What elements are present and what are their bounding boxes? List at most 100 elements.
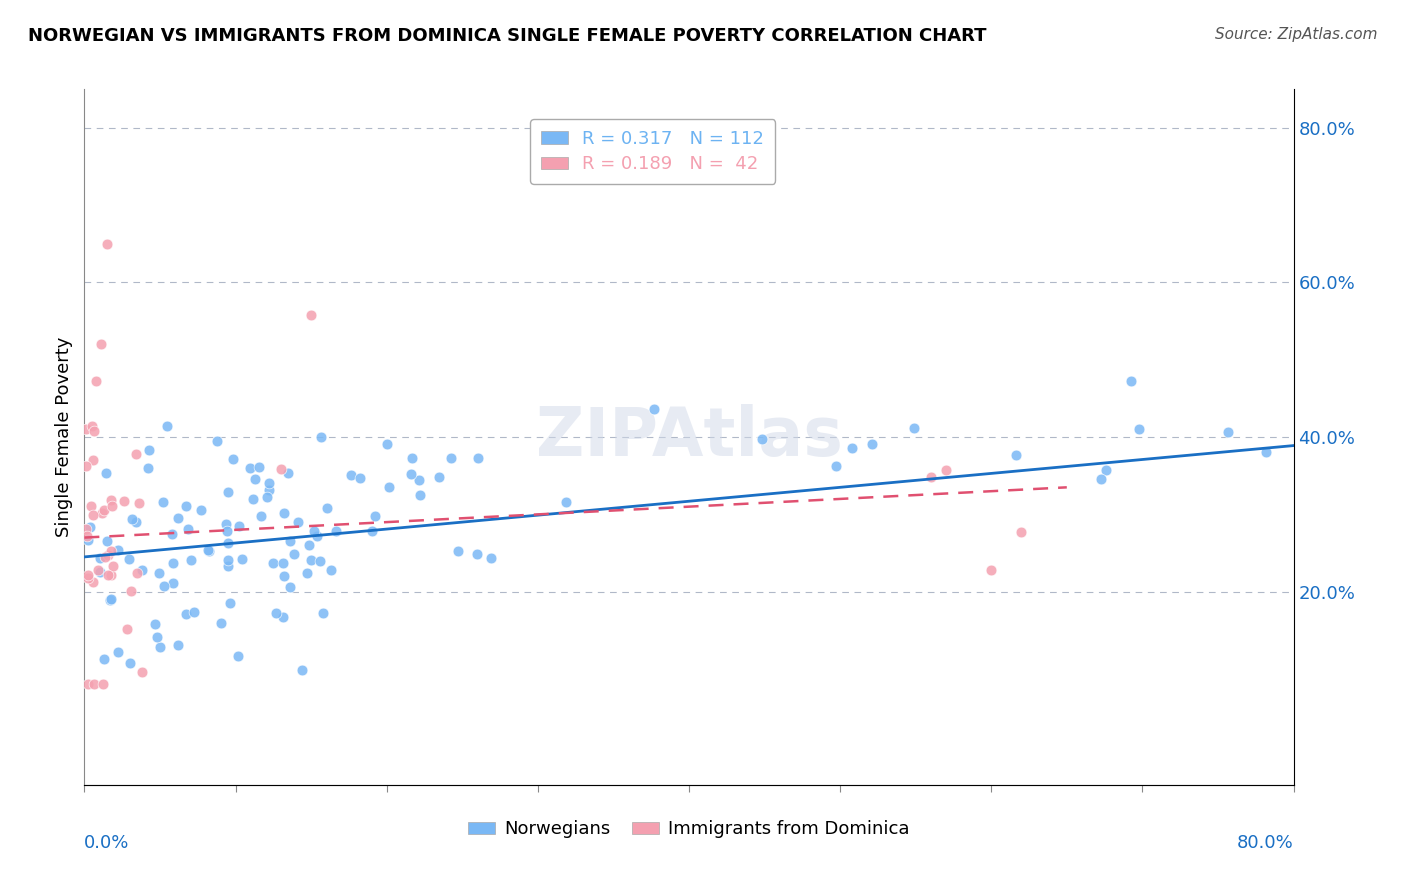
Point xyxy=(554,494,576,508)
Point xyxy=(197,544,219,558)
Point xyxy=(152,495,174,509)
Point xyxy=(1005,448,1028,462)
Point xyxy=(174,607,197,621)
Point xyxy=(90,506,112,520)
Point xyxy=(315,500,337,515)
Point xyxy=(75,422,97,436)
Point xyxy=(247,460,270,475)
Point xyxy=(262,556,284,570)
Point xyxy=(217,558,239,573)
Point xyxy=(209,615,232,630)
Point xyxy=(138,443,160,458)
Point xyxy=(93,502,115,516)
Point xyxy=(231,551,253,566)
Point xyxy=(219,596,242,610)
Point xyxy=(257,483,280,497)
Point xyxy=(239,461,262,475)
Point xyxy=(183,605,205,619)
Point xyxy=(83,424,105,438)
Point xyxy=(283,547,305,561)
Point xyxy=(242,491,264,506)
Point xyxy=(197,543,219,558)
Point xyxy=(264,607,287,621)
Point xyxy=(167,511,190,525)
Point xyxy=(297,566,319,580)
Point xyxy=(217,485,239,500)
Point xyxy=(90,337,112,351)
Point xyxy=(325,524,347,538)
Point xyxy=(76,568,98,582)
Point xyxy=(751,432,773,446)
Point xyxy=(103,559,125,574)
Point xyxy=(643,401,665,416)
Point xyxy=(143,616,166,631)
Point xyxy=(82,418,104,433)
Point xyxy=(77,533,100,548)
Point xyxy=(205,434,228,449)
Point xyxy=(136,460,159,475)
Point xyxy=(364,508,387,523)
Point xyxy=(479,550,502,565)
Point xyxy=(277,466,299,480)
Text: ZIPAtlas: ZIPAtlas xyxy=(536,404,842,470)
Point xyxy=(1094,463,1116,477)
Point xyxy=(76,529,98,543)
Point xyxy=(215,517,238,532)
Point xyxy=(273,506,295,520)
Point xyxy=(190,503,212,517)
Point xyxy=(298,538,321,552)
Point xyxy=(226,648,249,663)
Point xyxy=(131,665,153,679)
Point xyxy=(100,543,122,558)
Point xyxy=(217,536,239,550)
Point xyxy=(162,557,184,571)
Point xyxy=(377,480,399,494)
Point xyxy=(131,563,153,577)
Point xyxy=(75,523,97,537)
Point xyxy=(149,640,172,654)
Point xyxy=(97,568,120,582)
Point xyxy=(83,677,105,691)
Point xyxy=(148,566,170,581)
Point xyxy=(1128,422,1150,436)
Point xyxy=(118,551,141,566)
Point xyxy=(82,508,104,523)
Point xyxy=(935,463,957,477)
Point xyxy=(76,570,98,584)
Point xyxy=(100,492,122,507)
Point xyxy=(82,575,104,590)
Point xyxy=(409,487,432,501)
Point xyxy=(107,645,129,659)
Point xyxy=(177,522,200,536)
Text: NORWEGIAN VS IMMIGRANTS FROM DOMINICA SINGLE FEMALE POVERTY CORRELATION CHART: NORWEGIAN VS IMMIGRANTS FROM DOMINICA SI… xyxy=(28,27,987,45)
Point xyxy=(312,606,335,620)
Point xyxy=(96,533,118,548)
Point xyxy=(399,467,422,481)
Legend: Norwegians, Immigrants from Dominica: Norwegians, Immigrants from Dominica xyxy=(461,814,917,846)
Text: 0.0%: 0.0% xyxy=(84,834,129,852)
Point xyxy=(94,466,117,480)
Point xyxy=(408,473,430,487)
Point xyxy=(302,524,325,538)
Point xyxy=(124,516,146,530)
Point xyxy=(125,447,148,461)
Point xyxy=(309,430,332,444)
Point xyxy=(228,518,250,533)
Point xyxy=(91,677,114,691)
Point xyxy=(118,656,141,670)
Point xyxy=(1256,445,1278,459)
Point xyxy=(375,437,398,451)
Point xyxy=(80,499,103,513)
Point xyxy=(278,580,301,594)
Text: 80.0%: 80.0% xyxy=(1237,834,1294,852)
Point xyxy=(920,470,942,484)
Point xyxy=(250,508,273,523)
Point xyxy=(243,472,266,486)
Point xyxy=(162,575,184,590)
Point xyxy=(340,467,363,482)
Point xyxy=(1090,472,1112,486)
Point xyxy=(980,563,1002,577)
Point xyxy=(167,638,190,652)
Point xyxy=(107,543,129,558)
Y-axis label: Single Female Poverty: Single Female Poverty xyxy=(55,337,73,537)
